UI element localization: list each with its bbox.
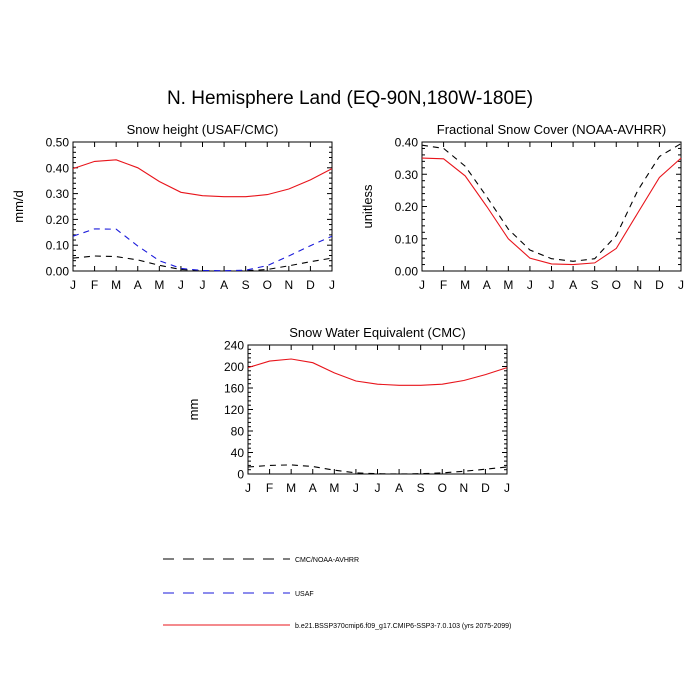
x-tick-label: M [286, 481, 296, 495]
x-tick-label: J [549, 278, 555, 292]
x-tick-label: A [309, 481, 317, 495]
x-tick-label: A [483, 278, 491, 292]
x-tick-label: A [395, 481, 403, 495]
x-tick-label: A [134, 278, 142, 292]
legend-label: CMC/NOAA-AVHRR [295, 557, 359, 564]
y-tick-label: 200 [224, 360, 244, 374]
x-tick-label: N [633, 278, 642, 292]
y-tick-label: 0.00 [46, 265, 70, 279]
chart-title: Fractional Snow Cover (NOAA-AVHRR) [437, 122, 666, 137]
y-tick-label: 0.20 [46, 213, 70, 227]
x-tick-label: M [329, 481, 339, 495]
chart-fractional-snow-cover: Fractional Snow Cover (NOAA-AVHRR) unitle… [360, 122, 684, 292]
x-tick-label: O [438, 481, 447, 495]
x-tick-label: J [375, 481, 381, 495]
x-tick-label: N [459, 481, 468, 495]
chart-snow-height: Snow height (USAF/CMC) mm/d 0.00 0.10 0.20 0.… [11, 122, 335, 292]
x-tick-label: A [220, 278, 228, 292]
x-tick-label: J [178, 278, 184, 292]
legend-label: USAF [295, 591, 314, 598]
x-tick-label: M [503, 278, 513, 292]
x-tick-label: O [263, 278, 272, 292]
y-tick-label: 0.10 [395, 232, 419, 246]
series-line [421, 157, 682, 266]
series-line [247, 358, 508, 386]
chart-title: Snow height (USAF/CMC) [127, 122, 279, 137]
y-tick-label: 0.20 [395, 200, 419, 214]
x-tick-label: F [91, 278, 98, 292]
x-tick-label: J [527, 278, 533, 292]
plot-frame [247, 344, 508, 475]
x-tick-label: S [417, 481, 425, 495]
y-tick-label: 0.40 [46, 161, 70, 175]
y-tick-label: 80 [231, 425, 245, 439]
y-tick-label: 0.30 [395, 168, 419, 182]
x-tick-label: J [419, 278, 425, 292]
y-tick-label: 0.10 [46, 239, 70, 253]
figure-title: N. Hemisphere Land (EQ-90N,180W-180E) [166, 88, 534, 109]
x-tick-label: M [460, 278, 470, 292]
x-tick-label: S [591, 278, 599, 292]
y-tick-label: 40 [231, 446, 245, 460]
x-tick-label: D [655, 278, 664, 292]
y-axis-label: mm/d [11, 190, 26, 223]
x-tick-label: O [612, 278, 621, 292]
y-axis-label: unitless [360, 184, 375, 229]
x-tick-label: J [70, 278, 76, 292]
x-tick-label: D [306, 278, 315, 292]
x-tick-label: N [284, 278, 293, 292]
x-tick-label: J [329, 278, 335, 292]
x-tick-label: M [111, 278, 121, 292]
y-tick-label: 120 [224, 403, 244, 417]
y-tick-label: 0.40 [395, 136, 419, 150]
x-tick-label: S [242, 278, 250, 292]
x-tick-label: J [200, 278, 206, 292]
chart-title: Snow Water Equivalent (CMC) [289, 325, 466, 340]
plot-frame [72, 141, 333, 272]
y-tick-label: 0 [237, 468, 244, 482]
x-tick-label: F [266, 481, 273, 495]
y-axis-label: mm [186, 399, 201, 421]
y-tick-label: 0.00 [395, 265, 419, 279]
x-tick-label: J [353, 481, 359, 495]
chart-snow-water-equivalent: Snow Water Equivalent (CMC) mm 0 40 80 120 160… [186, 325, 510, 495]
x-tick-label: M [154, 278, 164, 292]
x-tick-label: D [481, 481, 490, 495]
legend: CMC/NOAA-AVHRR USAF b.e21.BSSP370cmip6.f09… [163, 557, 511, 630]
series-line [421, 143, 682, 262]
y-tick-label: 160 [224, 382, 244, 396]
series-line [72, 159, 333, 198]
x-tick-label: A [569, 278, 577, 292]
legend-label: b.e21.BSSP370cmip6.f09_g17.CMIP6-SSP3-7.… [295, 623, 511, 630]
y-tick-label: 0.30 [46, 187, 70, 201]
x-tick-label: F [440, 278, 447, 292]
x-tick-label: J [678, 278, 684, 292]
x-tick-label: J [504, 481, 510, 495]
y-tick-label: 240 [224, 339, 244, 353]
y-tick-label: 0.50 [46, 136, 70, 150]
x-tick-label: J [245, 481, 251, 495]
series-line [72, 228, 333, 272]
